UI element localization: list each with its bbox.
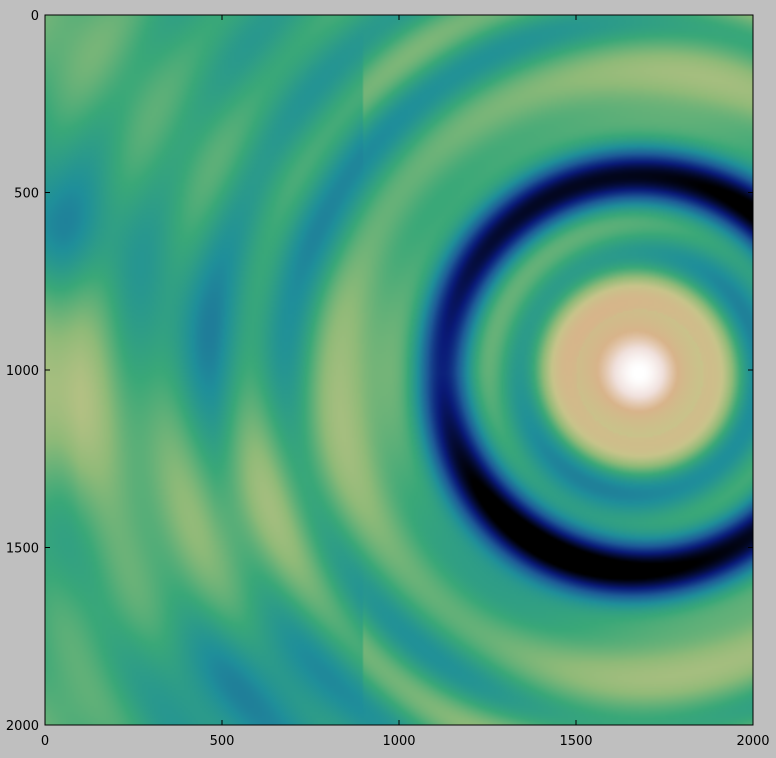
y-tick-label: 1500 [6,542,39,557]
heatmap-image [45,15,753,725]
x-tick-label: 1500 [559,734,592,749]
y-tick-label: 0 [31,9,39,24]
y-tick-label: 500 [14,187,39,202]
x-tick-label: 500 [210,734,235,749]
x-tick-label: 0 [41,734,49,749]
x-tick-label: 2000 [736,734,769,749]
y-axis: 0 500 1000 1500 2000 [6,9,753,734]
y-tick-label: 1000 [6,364,39,379]
y-tick-label: 2000 [6,719,39,734]
x-axis: 0 500 1000 1500 2000 [41,15,770,749]
x-tick-label: 1000 [382,734,415,749]
